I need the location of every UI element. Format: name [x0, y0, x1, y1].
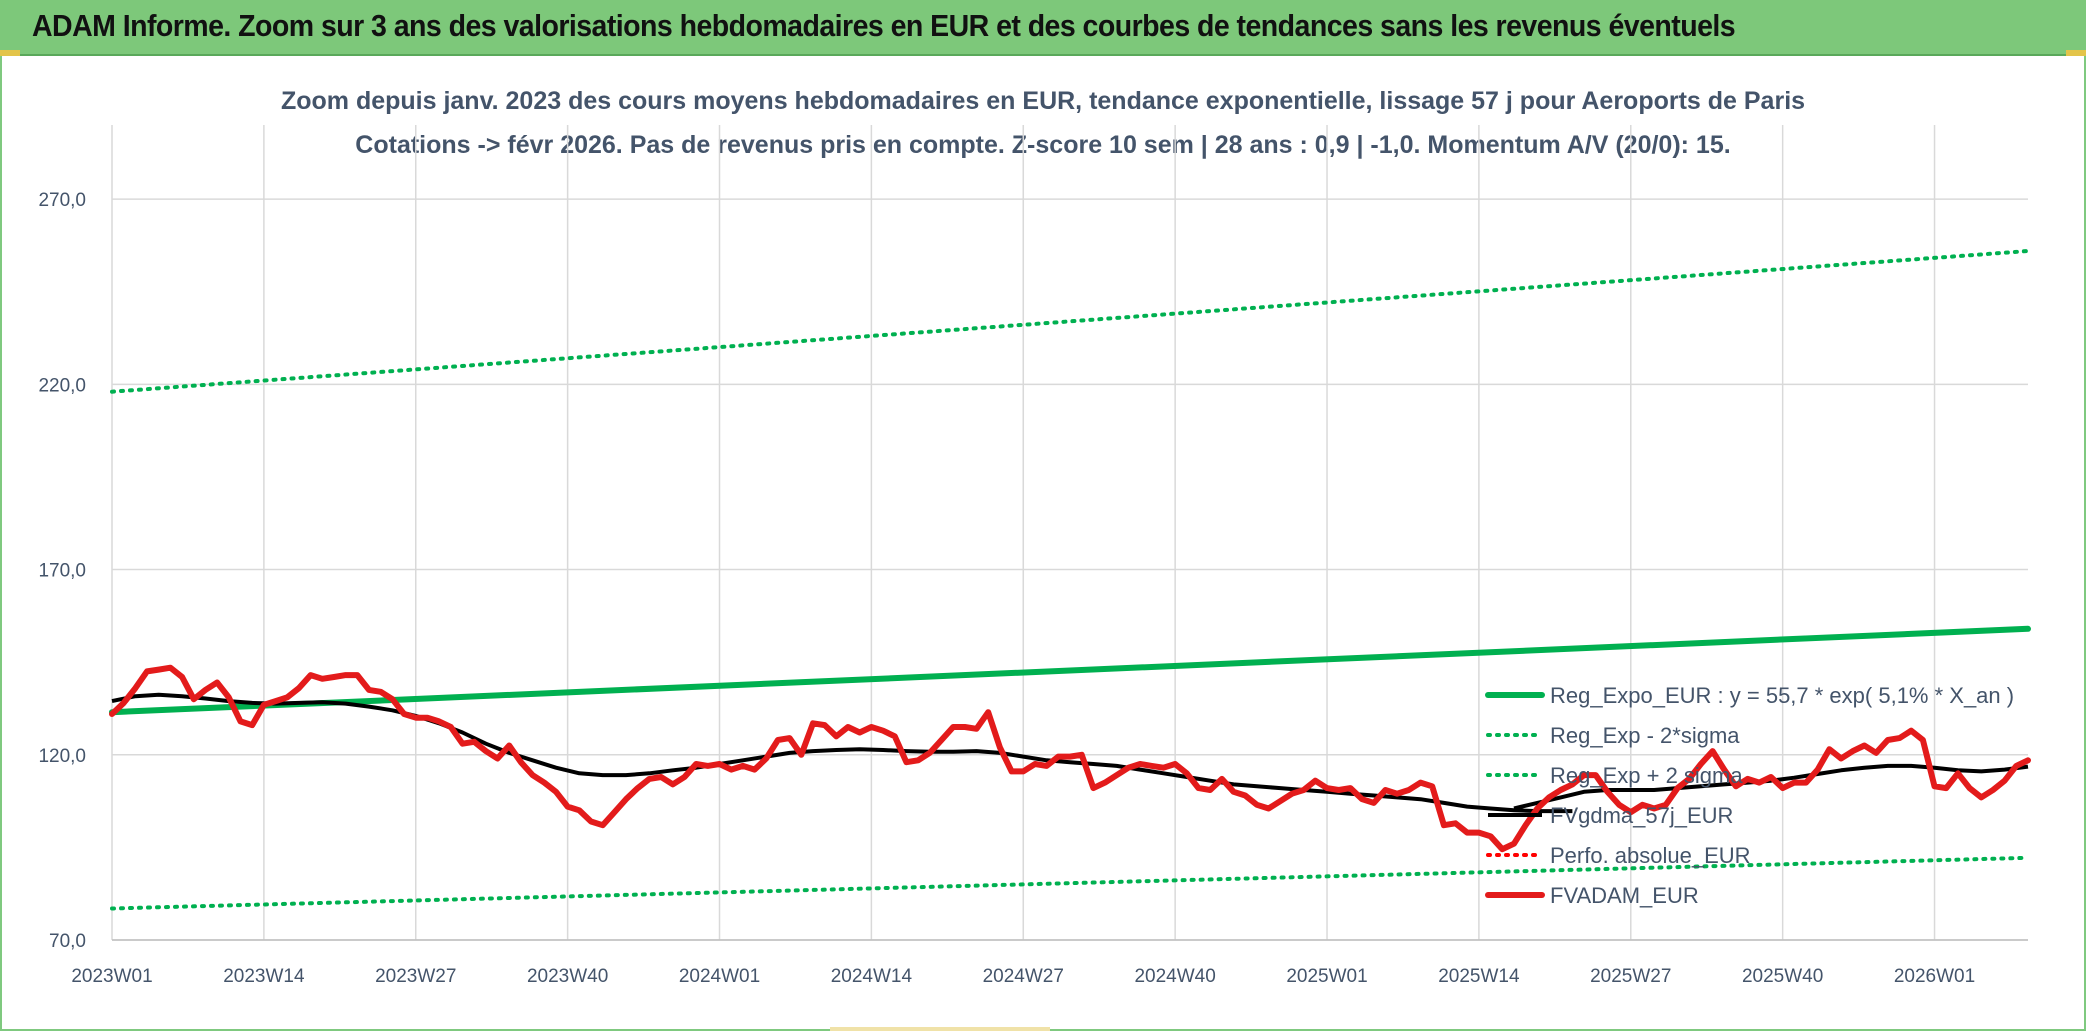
x-tick-label: 2023W14 [223, 966, 305, 987]
legend: Reg_Expo_EUR : y = 55,7 * exp( 5,1% * X_… [1485, 683, 2014, 908]
chart-title-line-1: Zoom depuis janv. 2023 des cours moyens … [281, 87, 1805, 115]
legend-label: FVADAM_EUR [1550, 883, 1699, 908]
legend-label: FVgdma_57j_EUR [1550, 803, 1733, 828]
series-fvadam-eur [109, 664, 2031, 853]
y-tick-label: 170,0 [38, 561, 86, 582]
x-tick-label: 2025W14 [1438, 966, 1520, 987]
x-tick-label: 2023W01 [71, 966, 152, 987]
x-tick-label: 2023W40 [527, 966, 608, 987]
y-tick-label: 220,0 [38, 375, 86, 396]
y-tick-label: 70,0 [49, 931, 86, 952]
y-tick-label: 120,0 [38, 746, 86, 767]
x-tick-label: 2024W27 [983, 966, 1064, 987]
x-tick-label: 2026W01 [1894, 966, 1975, 987]
report-header: ADAM Informe. Zoom sur 3 ans des valoris… [0, 0, 2086, 56]
x-tick-label: 2024W40 [1134, 966, 1215, 987]
x-tick-label: 2025W40 [1742, 966, 1823, 987]
series-lines [109, 249, 2031, 911]
grid [111, 125, 2028, 941]
x-tick-label: 2025W01 [1286, 966, 1367, 987]
x-tick-label: 2024W14 [831, 966, 913, 987]
legend-label: Reg_Expo_EUR : y = 55,7 * exp( 5,1% * X_… [1550, 683, 2014, 708]
legend-label: Reg_Exp + 2 sigma [1550, 763, 1743, 788]
series-reg-exp-2-sigma [110, 249, 2030, 394]
y-tick-label: 270,0 [38, 190, 86, 211]
series-reg-expo-eur-y-55-7-exp-5-1-x-an [109, 625, 2031, 716]
legend-label: Reg_Exp - 2*sigma [1550, 723, 1740, 748]
report-title: ADAM Informe. Zoom sur 3 ans des valoris… [32, 8, 1736, 43]
chart-title-line-2: Cotations -> févr 2026. Pas de revenus p… [355, 131, 1730, 159]
x-tick-label: 2025W27 [1590, 966, 1671, 987]
x-tick-label: 2024W01 [679, 966, 760, 987]
corner-accent-left [0, 50, 20, 56]
x-tick-label: 2023W27 [375, 966, 456, 987]
bottom-accent [830, 1027, 1050, 1031]
corner-accent-right [2066, 50, 2086, 56]
x-axis-ticks: 2023W01 2023W14 2023W27 2023W40 2024W01 2024W… [71, 966, 1975, 987]
legend-label: Perfo. absolue_EUR [1550, 843, 1751, 868]
y-axis-ticks: 70,0 120,0 170,0 220,0 270,0 [38, 190, 86, 952]
